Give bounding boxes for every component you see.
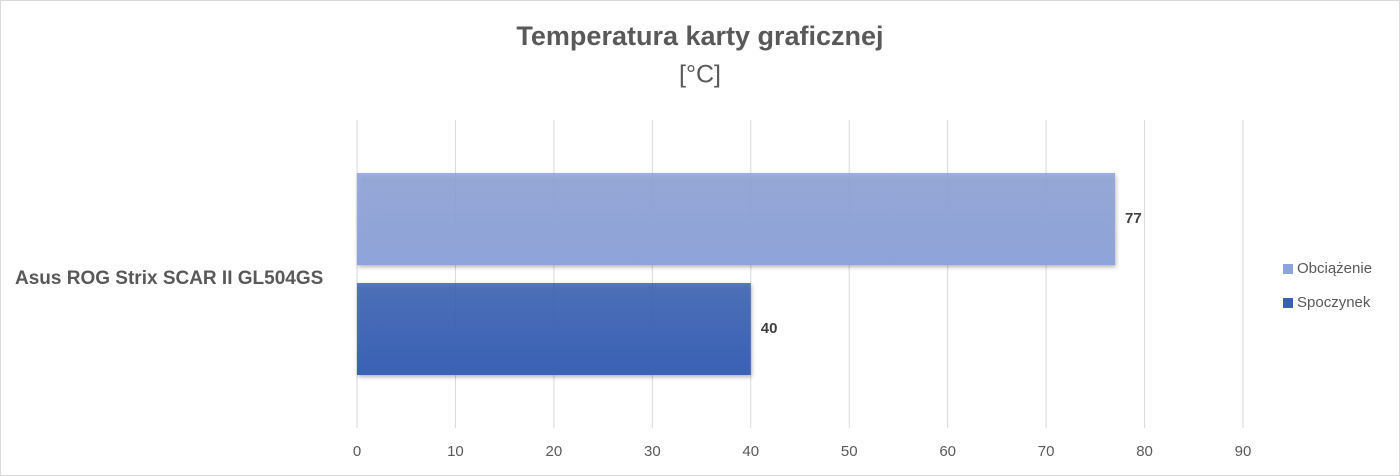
x-tick-label: 0 [353,443,361,460]
value-label: 40 [761,320,778,337]
x-tick-label: 40 [742,443,759,460]
x-tick-label: 90 [1235,443,1252,460]
value-label: 77 [1125,210,1142,227]
x-tick-label: 10 [447,443,464,460]
y-tick-label: Asus ROG Strix SCAR II GL504GS [15,268,323,289]
bar [357,173,1116,265]
chart-title: Temperatura karty graficznej [516,21,883,51]
bar [357,283,751,375]
legend-label: Spoczynek [1297,294,1371,311]
legend-label: Obciążenie [1297,260,1372,277]
x-tick-label: 70 [1038,443,1055,460]
chart-subtitle: [°C] [679,61,721,89]
x-tick-label: 50 [841,443,858,460]
x-tick-label: 20 [546,443,563,460]
x-tick-label: 30 [644,443,661,460]
x-tick-label: 60 [939,443,956,460]
x-tick-label: 80 [1136,443,1153,460]
legend-swatch [1283,264,1293,274]
legend-swatch [1283,298,1293,308]
